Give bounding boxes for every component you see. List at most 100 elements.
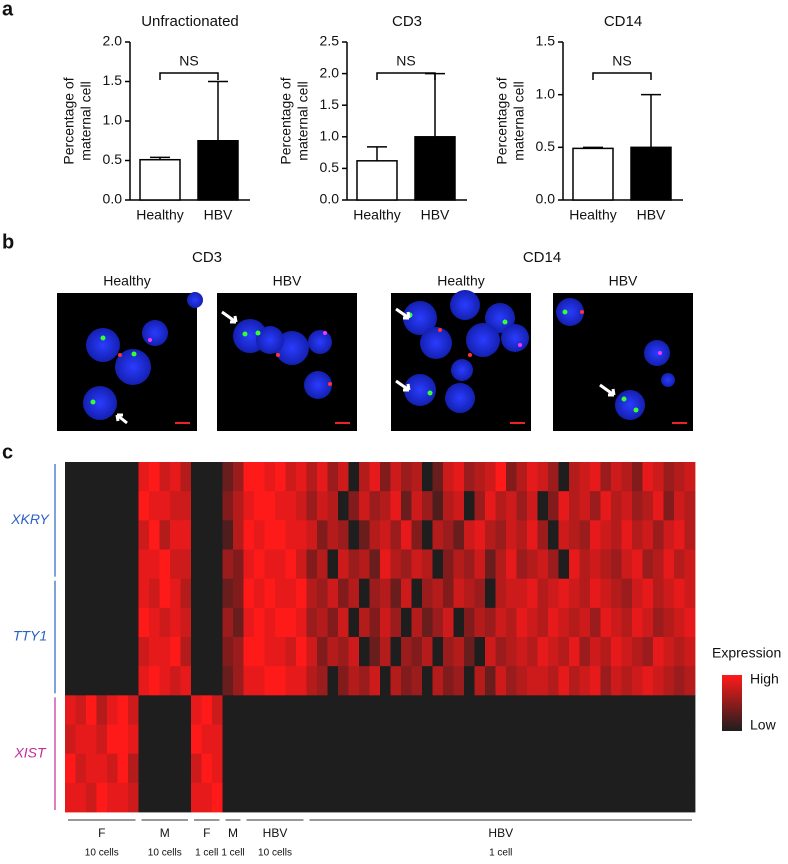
heatmap-cell [485,724,496,755]
heatmap-cell [579,637,591,667]
heatmap-cell [65,607,76,638]
heatmap-cell [590,782,601,813]
heatmap-cell [65,782,76,813]
heatmap-cell [212,782,223,813]
heatmap-cell [485,695,496,725]
chart-title: CD14 [604,13,642,30]
heatmap-cell [611,520,622,550]
heatmap-cell [149,695,160,725]
significance-bracket [592,72,652,80]
chart-title: Unfractionated [141,13,239,30]
heatmap-cell [317,724,328,755]
heatmap-cell [138,666,150,696]
heatmap-cell [443,753,454,784]
heatmap-cell [432,607,444,638]
heatmap-cell [317,549,328,580]
bar [356,160,398,201]
heatmap-cell [254,782,265,813]
heatmap-cell [338,753,349,784]
image-label: HBV [609,273,638,289]
heatmap-cell [632,491,643,521]
heatmap-cell [369,782,381,813]
heatmap-cell [338,491,349,521]
annotation: NS [612,53,631,69]
heatmap-cell [527,607,538,638]
heatmap-cell [327,782,339,813]
panel-label: b [2,231,14,253]
heatmap-cell [380,666,391,696]
heatmap-cell [464,695,475,725]
heatmap-cell [86,753,97,784]
heatmap-cell [254,607,265,638]
heatmap-cell [296,520,307,550]
y-axis-label: Percentage of [278,77,294,164]
heatmap-cell [548,578,559,609]
heatmap-cell [128,695,139,725]
heatmap-cell [180,724,192,755]
heatmap-cell [75,666,87,696]
y-axis-label: maternal cell [295,81,311,160]
y-tick-label: 0.5 [103,151,123,167]
y-tick-label: 2.5 [320,33,340,49]
heatmap-cell [243,753,255,784]
bar [630,146,672,201]
heatmap-cell [453,724,465,755]
heatmap-cell [684,637,696,667]
heatmap-cell [632,607,643,638]
colorbar-high: High [750,671,779,687]
heatmap-cell [296,782,307,813]
heatmap-cell [170,782,181,813]
heatmap-cell [338,666,349,696]
heatmap-cell [663,724,675,755]
heatmap-cell [411,666,423,696]
heatmap-cell [170,637,181,667]
heatmap-cell [159,782,171,813]
heatmap-cell [306,578,318,609]
heatmap-cell [390,666,402,696]
heatmap-cell [306,637,318,667]
heatmap-cell [642,782,654,813]
heatmap-cell [590,753,601,784]
heatmap-cell [674,782,685,813]
heatmap-cell [506,520,517,550]
heatmap-cell [180,637,192,667]
heatmap-cell [296,578,307,609]
annotation: NS [396,53,415,69]
heatmap-cell [422,491,433,521]
heatmap-cell [558,695,570,725]
heatmap-cell [611,637,622,667]
image-label: HBV [273,273,302,289]
heatmap-cell [138,724,150,755]
image-label: Healthy [437,273,484,289]
heatmap-cell [75,462,87,492]
heatmap-cell [86,462,97,492]
heatmap-cell [128,753,139,784]
heatmap-cell [191,666,202,696]
heatmap-cell [621,607,633,638]
heatmap-cell [569,637,580,667]
heatmap-cell [579,462,591,492]
heatmap-cell [96,520,108,550]
heatmap-cell [159,462,171,492]
x-tick-label: HBV [204,207,233,223]
heatmap-cell [327,607,339,638]
colorbar-title: Expression [712,645,781,661]
heatmap-cell [212,695,223,725]
heatmap-cell [642,637,654,667]
heatmap-cell [411,637,423,667]
heatmap-cell [506,695,517,725]
column-group-sublabel: 1 cell [489,848,512,859]
heatmap-cell [495,695,507,725]
heatmap-cell [149,549,160,580]
heatmap-cell [611,607,622,638]
heatmap-cell [201,520,213,550]
heatmap-cell [516,491,528,521]
heatmap-cell [474,753,486,784]
heatmap-cell [558,782,570,813]
heatmap-cell [527,520,538,550]
heatmap-cell [212,607,223,638]
heatmap-cell [201,782,213,813]
heatmap-cell [611,549,622,580]
heatmap-cell [317,462,328,492]
heatmap-cell [338,520,349,550]
